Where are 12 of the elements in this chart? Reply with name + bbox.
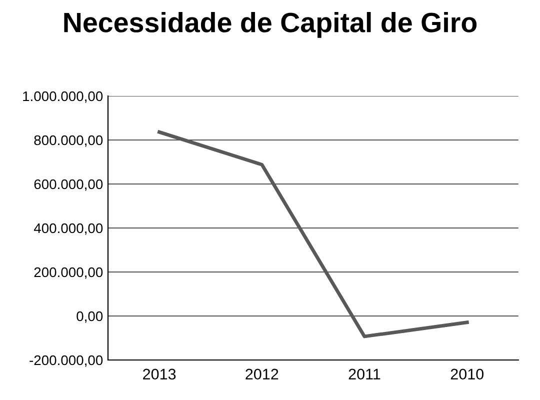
y-tick-label: -200.000,00: [30, 355, 103, 367]
y-tick-label: 1.000.000,00: [23, 91, 103, 103]
x-tick-label: 2010: [450, 368, 484, 380]
x-tick-label: 2013: [143, 368, 176, 380]
y-tick-label: 200.000,00: [34, 267, 103, 279]
y-tick-label: 400.000,00: [34, 223, 103, 235]
chart-title: Necessidade de Capital de Giro: [64, 12, 477, 38]
x-tick-label: 2012: [246, 368, 278, 380]
y-tick-label: 0,00: [76, 311, 103, 323]
x-tick-label: 2011: [348, 368, 380, 380]
y-tick-label: 800.000,00: [34, 135, 103, 147]
y-tick-label: 600.000,00: [34, 179, 103, 191]
